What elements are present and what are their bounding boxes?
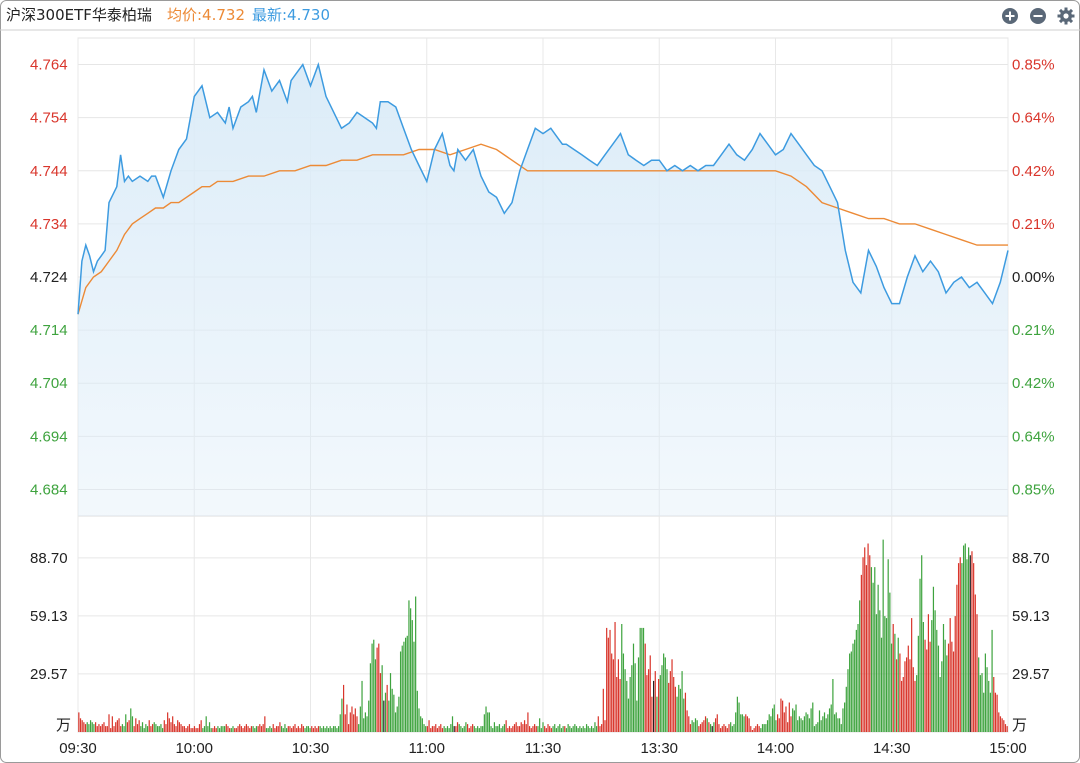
time-tick-label: 10:00	[175, 740, 213, 757]
price-tick-label: 4.714	[30, 322, 68, 339]
percent-axis-right: 0.85% 0.64% 0.42% 0.21% 0.00% 0.21% 0.42% 0.64%…	[1012, 57, 1055, 499]
instrument-name: 沪深300ETF华泰柏瑞	[6, 6, 152, 24]
percent-tick-label: 0.64%	[1012, 110, 1055, 127]
volume-unit-label: 万	[1012, 717, 1027, 734]
price-lines	[77, 62, 1009, 315]
volume-tick-label: 29.57	[1012, 666, 1050, 683]
price-area-fill	[78, 64, 1008, 516]
percent-tick-label: 0.42%	[1012, 163, 1055, 180]
time-tick-label: 09:30	[59, 740, 97, 757]
volume-tick-label: 88.70	[30, 550, 68, 567]
percent-tick-label: 0.21%	[1012, 216, 1055, 233]
price-tick-label: 4.724	[30, 269, 68, 286]
volume-tick-label: 59.13	[30, 608, 68, 625]
price-tick-label: 4.684	[30, 481, 68, 498]
time-tick-label: 11:30	[525, 740, 561, 757]
volume-unit-label: 万	[56, 717, 71, 734]
average-price-line	[77, 143, 1008, 315]
time-tick-label: 15:00	[989, 740, 1027, 757]
price-tick-label: 4.744	[30, 163, 68, 180]
time-tick-label: 11:00	[409, 740, 445, 757]
percent-tick-label: 0.42%	[1012, 375, 1055, 392]
volume-bars	[78, 539, 1008, 732]
time-tick-label: 13:30	[640, 740, 678, 757]
price-tick-label: 4.754	[30, 110, 68, 127]
percent-tick-label: 0.21%	[1012, 322, 1055, 339]
price-axis-left: 4.764 4.754 4.744 4.734 4.724 4.714 4.704 4.694…	[30, 57, 68, 499]
title-bar: 沪深300ETF华泰柏瑞 均价:4.732 最新:4.730	[6, 6, 1075, 25]
price-tick-label: 4.734	[30, 216, 68, 233]
gear-icon[interactable]	[1057, 7, 1075, 25]
price-area	[78, 64, 1008, 516]
time-tick-label: 14:00	[757, 740, 795, 757]
percent-tick-label: 0.00%	[1012, 269, 1055, 286]
zoom-in-icon[interactable]	[1002, 8, 1018, 24]
volume-tick-label: 88.70	[1012, 550, 1050, 567]
latest-price-label: 最新:4.730	[252, 6, 330, 24]
price-tick-label: 4.694	[30, 428, 68, 445]
percent-tick-label: 0.64%	[1012, 428, 1055, 445]
percent-tick-label: 0.85%	[1012, 57, 1055, 74]
volume-axis: 88.70 88.70 59.13 59.13 29.57 29.57 万 万	[30, 550, 1050, 734]
time-axis: 09:30 10:00 10:30 11:00 11:30 13:30 14:00 14:30…	[59, 740, 1027, 757]
price-tick-label: 4.704	[30, 375, 68, 392]
time-tick-label: 10:30	[292, 740, 330, 757]
average-price-label: 均价:4.732	[167, 6, 245, 24]
time-tick-label: 14:30	[873, 740, 911, 757]
price-tick-label: 4.764	[30, 57, 68, 74]
price-line	[77, 62, 1009, 315]
volume-tick-label: 59.13	[1012, 608, 1050, 625]
percent-tick-label: 0.85%	[1012, 481, 1055, 498]
volume-tick-label: 29.57	[30, 666, 68, 683]
zoom-out-icon[interactable]	[1030, 8, 1046, 24]
